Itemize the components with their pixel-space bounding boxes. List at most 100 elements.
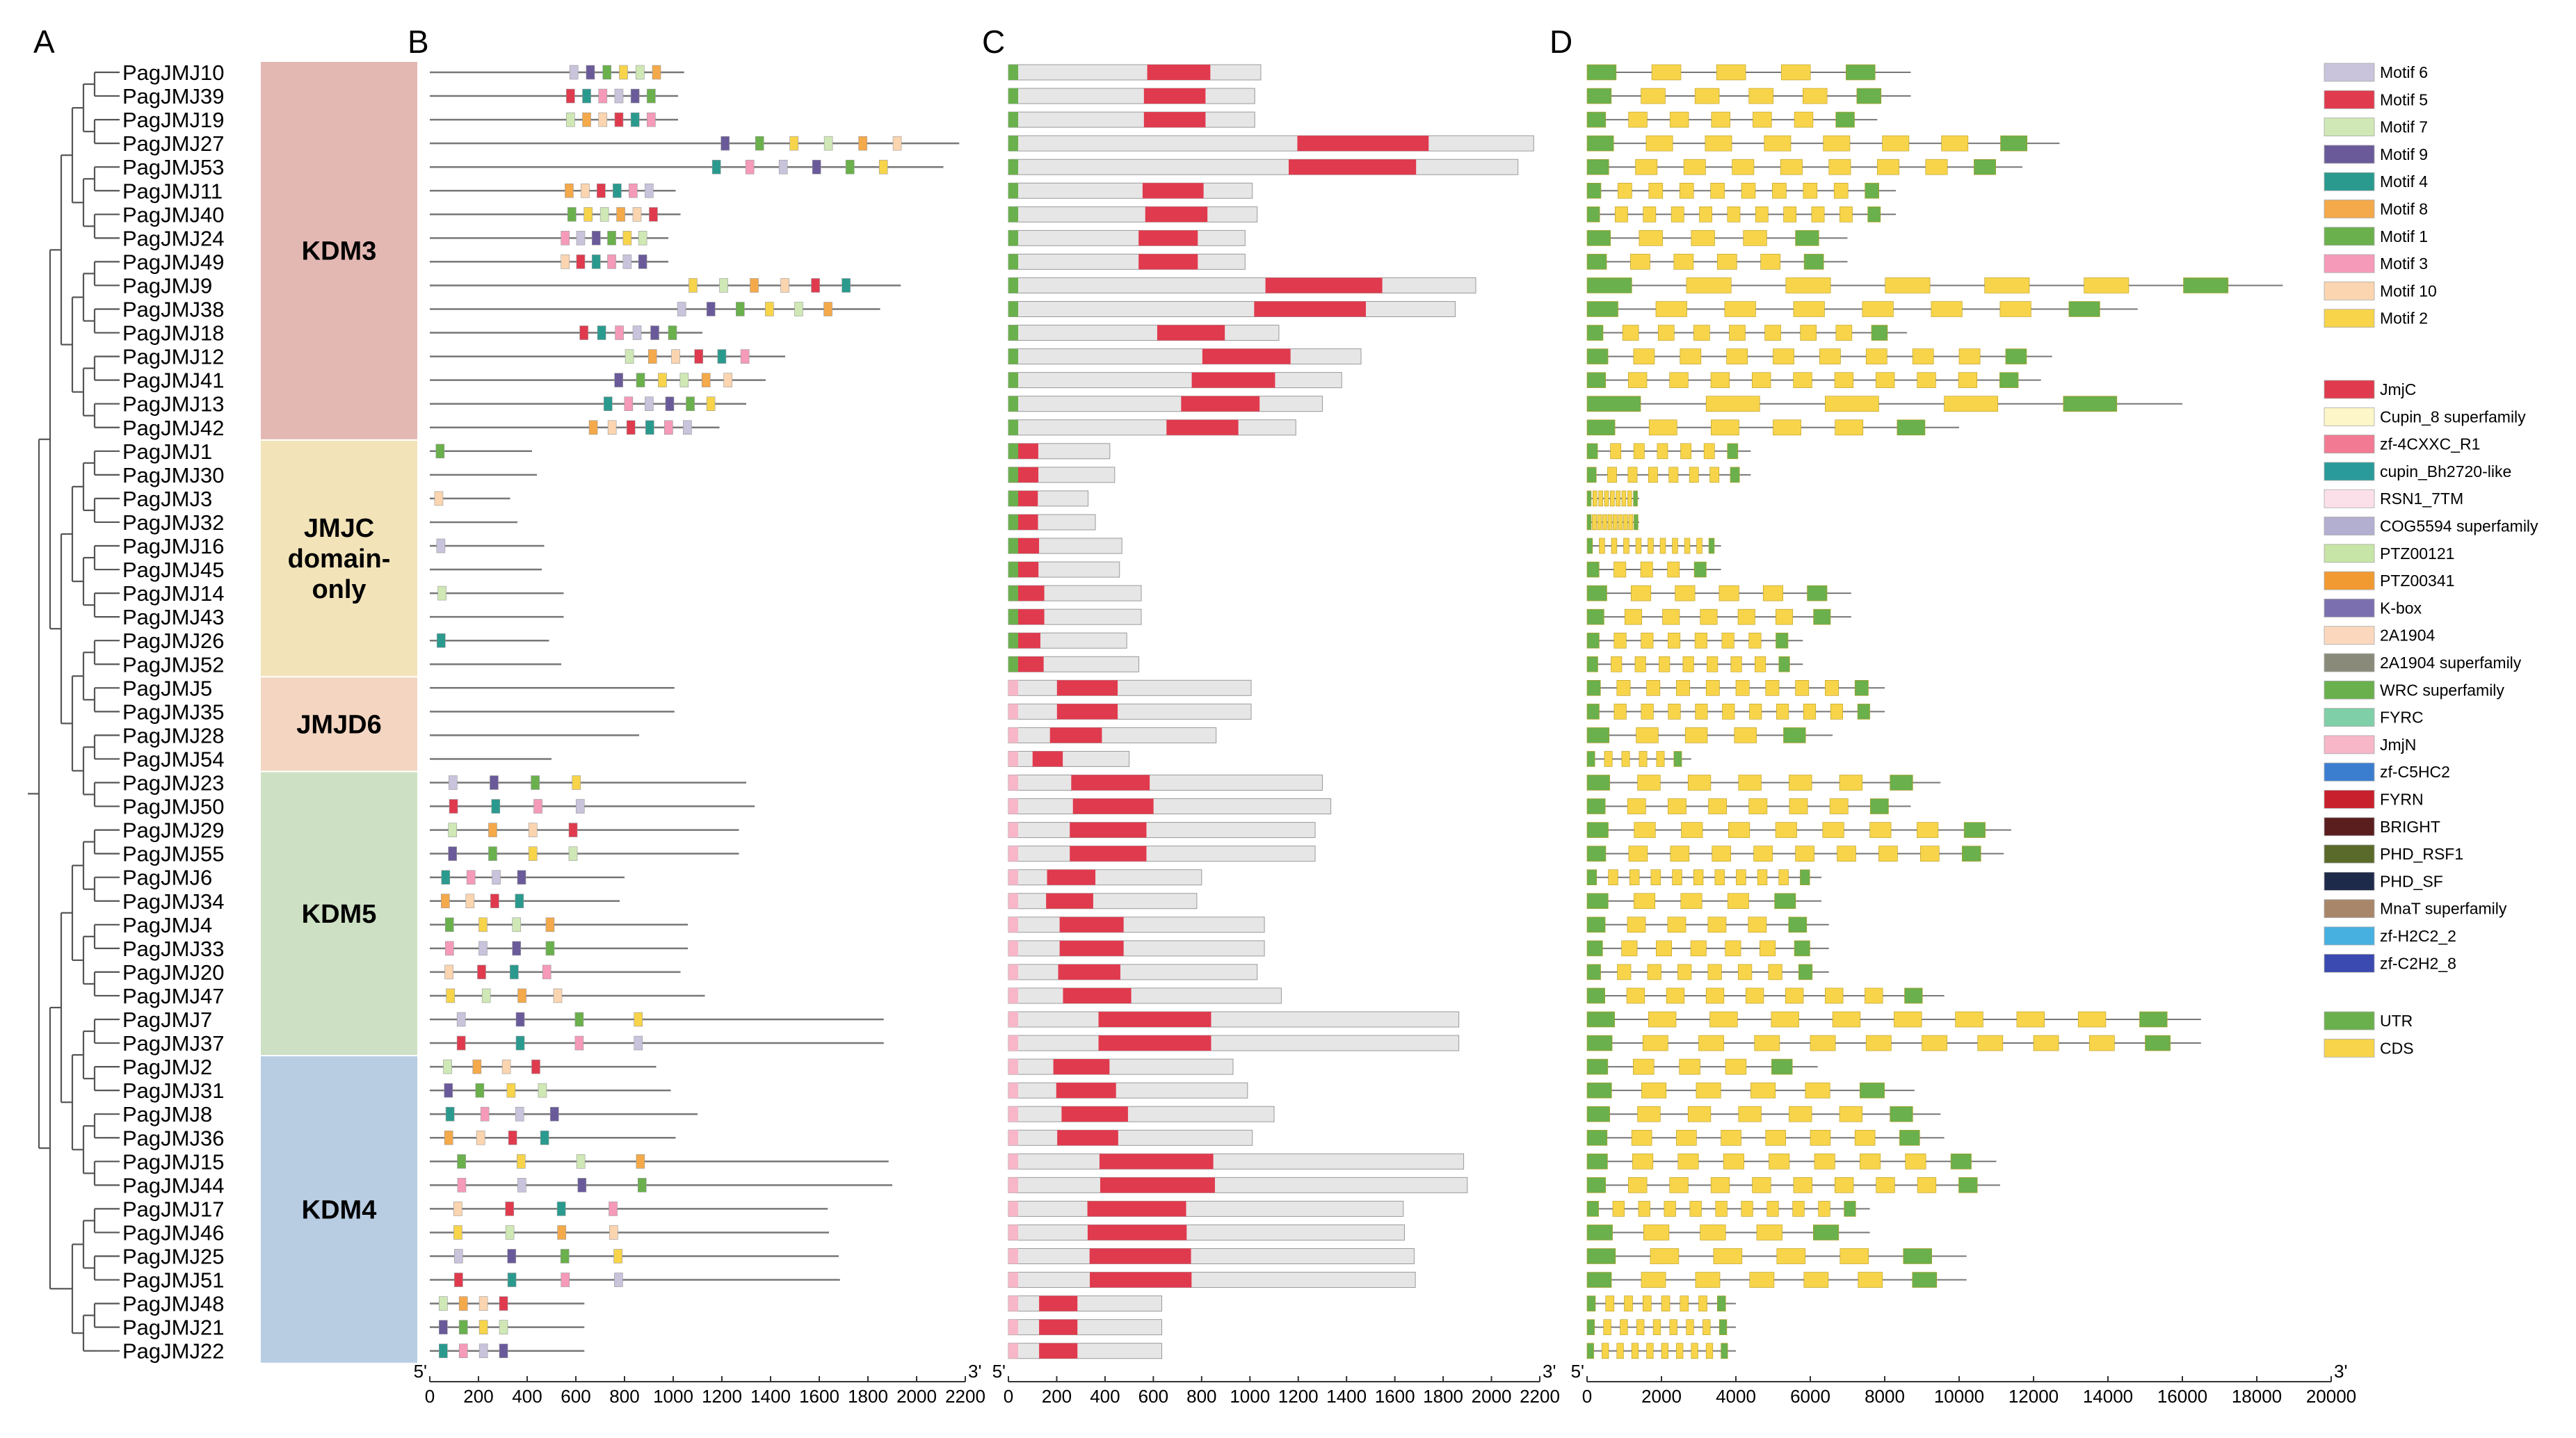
motif-box [576, 231, 586, 245]
motif-box [572, 775, 581, 790]
cds-block [1647, 964, 1661, 980]
n-terminal-domain [1008, 325, 1018, 341]
cds-block [1646, 1343, 1654, 1359]
gene-name-label: PagJMJ41 [122, 369, 224, 393]
n-terminal-domain [1008, 1130, 1018, 1146]
legend-label: FYRN [2380, 791, 2424, 809]
cds-block [1661, 1295, 1671, 1311]
motif-box [892, 136, 902, 151]
cds-block [1597, 514, 1602, 531]
utr-block [1897, 419, 1926, 436]
cds-block [1877, 159, 1899, 175]
utr-block [1586, 443, 1598, 460]
motif-box [569, 65, 579, 80]
cds-block [1760, 254, 1781, 270]
x-axis-tick-label-gene: 12000 [2009, 1386, 2059, 1407]
motif-box [549, 1106, 559, 1122]
n-terminal-domain [1008, 1201, 1018, 1217]
protein-bar [1008, 1272, 1416, 1288]
cds-block [1670, 846, 1690, 862]
n-terminal-domain [1008, 1059, 1018, 1075]
cds-block [1602, 1343, 1609, 1359]
group-block-kdm3 [261, 62, 417, 439]
motif-box [597, 325, 606, 340]
legend-label: K-box [2380, 599, 2422, 617]
cds-block [1727, 206, 1741, 223]
jmjc-domain [1157, 325, 1225, 341]
cds-block [1905, 1154, 1926, 1170]
cds-block [1613, 514, 1618, 531]
panel-label-d: D [1549, 24, 1572, 60]
cds-block [1668, 798, 1687, 814]
protein-bar [1008, 869, 1202, 886]
cds-block [1729, 325, 1746, 341]
jmjc-domain [1070, 822, 1147, 838]
jmjc-domain [1181, 396, 1260, 412]
cds-block [1611, 538, 1618, 554]
motif-box [625, 349, 634, 364]
cds-block [1840, 1248, 1869, 1264]
motif-box [490, 894, 499, 909]
utr-block [1586, 798, 1606, 814]
legend-swatch [2324, 118, 2375, 137]
jmjc-domain [1142, 183, 1204, 199]
cds-block [1607, 467, 1617, 483]
utr-block [1586, 325, 1604, 341]
five-prime-label: 5' [1571, 1361, 1584, 1382]
gene-name-label: PagJMJ29 [122, 818, 224, 843]
protein-bar [1008, 348, 1362, 365]
legend-label: cupin_Bh2720-like [2380, 462, 2511, 480]
cds-block [1775, 822, 1797, 838]
n-terminal-domain [1008, 467, 1018, 483]
cds-block [1894, 1011, 1922, 1028]
gene-name-label: PagJMJ3 [122, 487, 212, 511]
motif-box [574, 1012, 584, 1027]
cds-block [1652, 1319, 1661, 1335]
motif-box [635, 65, 645, 80]
jmjc-domain [1090, 1272, 1192, 1288]
cds-block [1741, 1201, 1753, 1217]
utr-block [1586, 490, 1592, 507]
n-terminal-domain [1008, 987, 1018, 1003]
utr-block [1586, 206, 1600, 223]
cds-block [1707, 656, 1718, 672]
protein-bar [1008, 727, 1217, 743]
cds-block [1667, 916, 1687, 933]
motif-box [477, 964, 486, 980]
cds-block [1622, 325, 1639, 341]
motif-box [488, 846, 497, 861]
cds-block [1602, 514, 1607, 531]
cds-block [1698, 1035, 1724, 1051]
cds-block [1922, 1035, 1947, 1051]
cds-block [1810, 1035, 1836, 1051]
motif-box [858, 136, 867, 151]
utr-block [1963, 822, 1986, 838]
motif-box [607, 255, 616, 269]
legend-label: RSN1_7TM [2380, 490, 2463, 508]
motif-box [624, 396, 634, 412]
utr-block [1586, 656, 1598, 672]
legend-label: FYRC [2380, 709, 2424, 727]
utr-block [1586, 964, 1601, 980]
n-terminal-domain [1008, 1225, 1018, 1241]
gene-name-label: PagJMJ20 [122, 960, 224, 985]
jmjc-domain [1039, 1343, 1078, 1359]
cds-block [1865, 1035, 1892, 1051]
cds-block [1839, 775, 1863, 791]
motif-box [823, 302, 832, 316]
utr-block [1869, 798, 1889, 814]
motif-box [510, 964, 519, 980]
gene-name-label: PagJMJ5 [122, 676, 212, 700]
n-terminal-domain [1008, 680, 1018, 696]
cds-block [1621, 751, 1630, 767]
x-axis-tick-label-domain: 1200 [1278, 1386, 1319, 1407]
cds-block [1764, 135, 1792, 152]
cds-block [1599, 538, 1605, 554]
utr-block [1586, 348, 1609, 364]
legend-swatch [2324, 281, 2375, 300]
motif-box [701, 373, 711, 387]
motif-box [689, 278, 698, 293]
cds-block [1917, 372, 1936, 388]
cds-block [1681, 822, 1703, 838]
cds-block [1628, 372, 1648, 388]
